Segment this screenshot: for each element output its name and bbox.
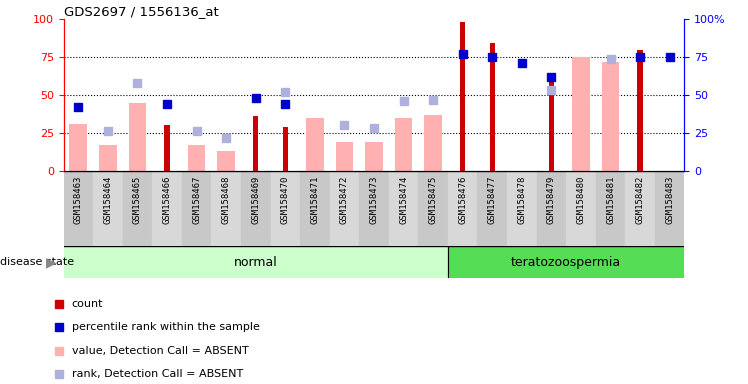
Bar [365,142,383,171]
Text: GSM158475: GSM158475 [429,176,438,225]
Bar [625,171,654,246]
Bar [64,246,448,278]
Bar [595,171,625,246]
Bar [182,171,212,246]
Text: GSM158476: GSM158476 [459,176,468,225]
Bar [566,171,595,246]
Bar [359,171,389,246]
Bar [330,171,359,246]
Bar [123,171,153,246]
Bar [165,126,170,171]
Bar [490,43,495,171]
Text: disease state: disease state [0,257,74,267]
Bar [241,171,271,246]
Text: GSM158480: GSM158480 [577,176,586,225]
Bar [188,145,206,171]
Text: GSM158470: GSM158470 [280,176,289,225]
Bar [460,22,465,171]
Text: GSM158468: GSM158468 [221,176,230,225]
Text: value, Detection Call = ABSENT: value, Detection Call = ABSENT [72,346,248,356]
Text: percentile rank within the sample: percentile rank within the sample [72,322,260,332]
Text: GSM158483: GSM158483 [665,176,674,225]
Bar [654,171,684,246]
Text: GSM158482: GSM158482 [636,176,645,225]
Text: teratozoospermia: teratozoospermia [511,256,622,268]
Bar [283,127,288,171]
Text: count: count [72,299,103,309]
Bar [549,81,554,171]
Text: GSM158463: GSM158463 [74,176,83,225]
Text: GSM158479: GSM158479 [547,176,556,225]
Text: GDS2697 / 1556136_at: GDS2697 / 1556136_at [64,5,218,18]
Bar [536,171,566,246]
Text: ▶: ▶ [46,255,56,269]
Text: GSM158464: GSM158464 [103,176,112,225]
Bar [306,118,324,171]
Bar [70,124,88,171]
Bar [601,62,619,171]
Text: GSM158469: GSM158469 [251,176,260,225]
Bar [507,171,536,246]
Bar [129,103,147,171]
Bar [271,171,300,246]
Bar [477,171,507,246]
Text: GSM158471: GSM158471 [310,176,319,225]
Bar [153,171,182,246]
Bar [448,246,699,278]
Text: GSM158473: GSM158473 [370,176,378,225]
Bar [336,142,353,171]
Bar [99,145,117,171]
Bar [389,171,418,246]
Bar [94,171,123,246]
Bar [395,118,412,171]
Text: normal: normal [234,256,278,268]
Text: GSM158477: GSM158477 [488,176,497,225]
Text: rank, Detection Call = ABSENT: rank, Detection Call = ABSENT [72,369,243,379]
Text: GSM158478: GSM158478 [518,176,527,225]
Text: GSM158466: GSM158466 [162,176,171,225]
Bar [253,116,258,171]
Bar [218,151,235,171]
Text: GSM158467: GSM158467 [192,176,201,225]
Bar [424,115,442,171]
Text: GSM158472: GSM158472 [340,176,349,225]
Text: GSM158474: GSM158474 [399,176,408,225]
Bar [212,171,241,246]
Text: GSM158465: GSM158465 [133,176,142,225]
Bar [300,171,330,246]
Bar [448,171,477,246]
Bar [418,171,448,246]
Bar [572,57,590,171]
Text: GSM158481: GSM158481 [606,176,615,225]
Bar [637,50,643,171]
Bar [64,171,94,246]
